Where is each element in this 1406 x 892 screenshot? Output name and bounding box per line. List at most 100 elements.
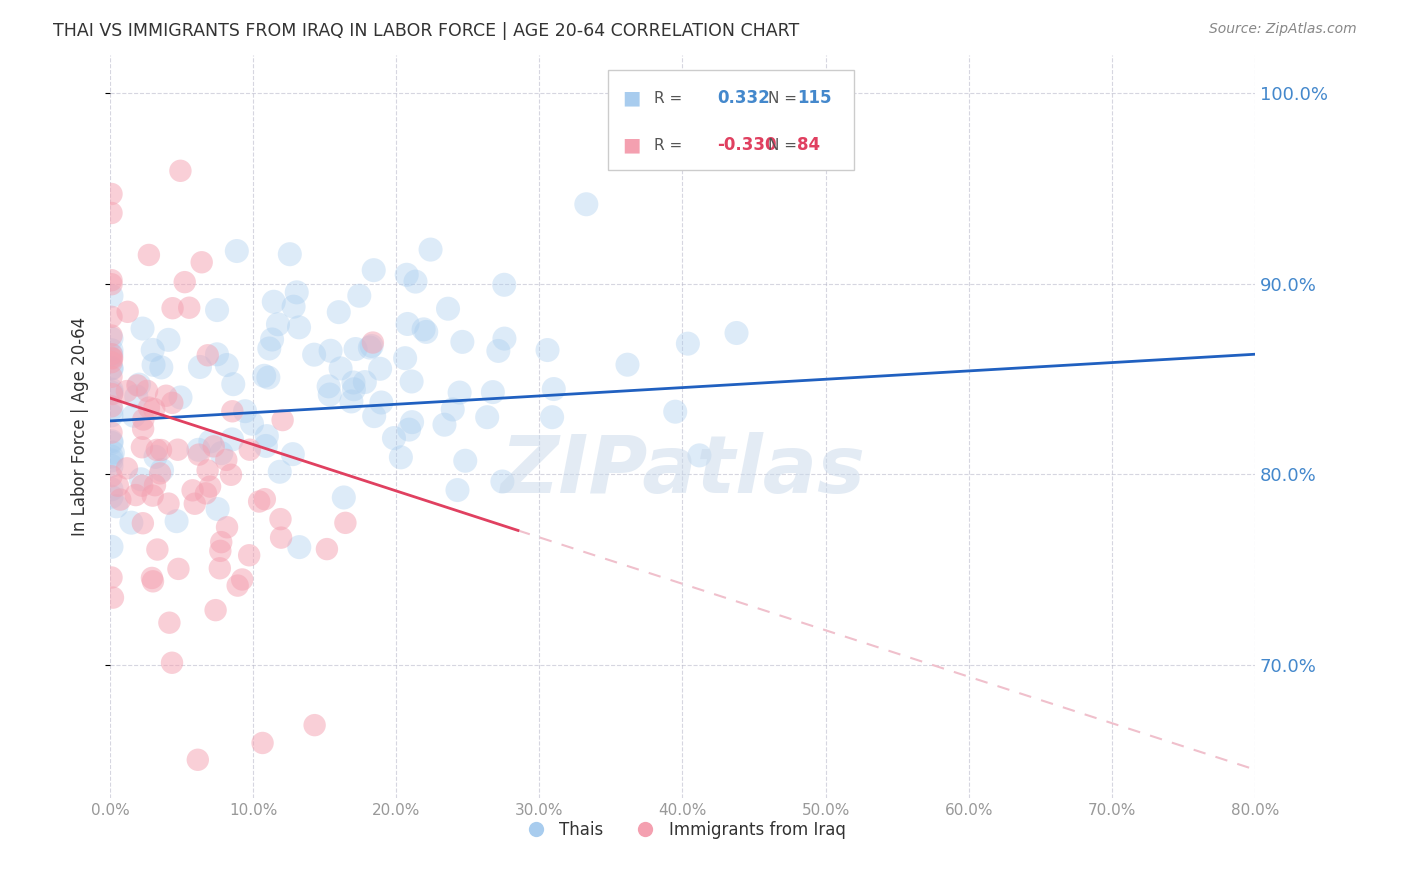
Text: 115: 115 xyxy=(797,89,831,107)
Point xyxy=(259,342,281,356)
Point xyxy=(319,387,342,401)
Point xyxy=(132,412,155,426)
Point xyxy=(343,382,366,396)
Point xyxy=(100,369,122,384)
Point xyxy=(349,289,371,303)
Point xyxy=(157,333,180,347)
Point xyxy=(122,409,145,423)
Point xyxy=(333,491,356,505)
Point xyxy=(100,453,122,467)
Point xyxy=(288,540,311,554)
Point xyxy=(222,377,245,392)
Point xyxy=(202,439,225,453)
Point xyxy=(412,322,434,336)
Point xyxy=(142,343,165,357)
Point xyxy=(205,347,228,361)
Point xyxy=(100,435,122,450)
Point xyxy=(143,401,166,416)
Point xyxy=(340,394,363,409)
Point xyxy=(616,358,638,372)
Point xyxy=(226,578,249,592)
Point xyxy=(101,591,124,605)
Point xyxy=(149,467,172,481)
Point xyxy=(167,562,190,576)
Point xyxy=(205,303,228,318)
Point xyxy=(125,389,148,403)
Point xyxy=(162,301,184,316)
Point xyxy=(253,368,276,383)
Point xyxy=(100,332,122,346)
Point xyxy=(197,463,219,477)
Point xyxy=(145,450,167,464)
Point xyxy=(215,453,238,467)
Point xyxy=(233,404,256,418)
Point xyxy=(141,571,163,585)
Point xyxy=(360,339,382,353)
Text: N =: N = xyxy=(768,91,797,105)
Point xyxy=(389,450,412,465)
Point xyxy=(198,480,221,494)
Point xyxy=(107,479,129,493)
Point xyxy=(100,351,122,365)
Point xyxy=(100,469,122,483)
Point xyxy=(120,516,142,530)
Text: N =: N = xyxy=(768,137,797,153)
Point xyxy=(150,360,173,375)
Point xyxy=(100,400,122,414)
Point xyxy=(269,465,291,479)
Point xyxy=(316,542,339,557)
Point xyxy=(125,488,148,502)
Point xyxy=(100,458,122,473)
Point xyxy=(115,461,138,475)
Point xyxy=(100,328,122,343)
Point xyxy=(353,375,375,389)
Point xyxy=(197,348,219,362)
Point xyxy=(441,402,464,417)
Point xyxy=(451,334,474,349)
Point xyxy=(253,492,276,507)
Point xyxy=(209,544,232,558)
Point xyxy=(231,573,253,587)
Point xyxy=(536,343,558,357)
Point xyxy=(157,615,180,630)
Point xyxy=(401,415,423,429)
Point xyxy=(138,401,160,415)
Point xyxy=(100,277,122,292)
Text: R =: R = xyxy=(654,91,682,105)
Point xyxy=(100,434,122,449)
Point xyxy=(146,542,169,557)
Point xyxy=(190,255,212,269)
Point xyxy=(143,478,166,492)
Point xyxy=(254,439,277,453)
Point xyxy=(329,361,352,376)
Text: ZIPatlas: ZIPatlas xyxy=(501,433,865,510)
Text: ■: ■ xyxy=(621,136,640,154)
Point xyxy=(491,475,513,489)
Point xyxy=(150,463,173,477)
Point xyxy=(142,574,165,589)
Point xyxy=(725,326,748,340)
Point xyxy=(166,442,188,457)
Point xyxy=(100,490,122,504)
Point xyxy=(215,358,238,372)
Point xyxy=(100,347,122,361)
Text: -0.330: -0.330 xyxy=(717,136,776,154)
Point xyxy=(100,310,122,324)
Point xyxy=(131,321,153,335)
Point xyxy=(221,404,243,418)
Point xyxy=(256,429,278,443)
Point xyxy=(101,351,124,366)
Point xyxy=(283,300,305,314)
Point xyxy=(128,377,150,392)
Point xyxy=(181,483,204,498)
Point xyxy=(131,440,153,454)
Point xyxy=(100,355,122,369)
Point xyxy=(676,336,699,351)
Point xyxy=(169,163,191,178)
Point xyxy=(194,486,217,500)
Point xyxy=(247,494,270,508)
Point xyxy=(100,343,122,358)
Point xyxy=(285,285,308,300)
Point xyxy=(142,489,165,503)
Point xyxy=(475,410,498,425)
